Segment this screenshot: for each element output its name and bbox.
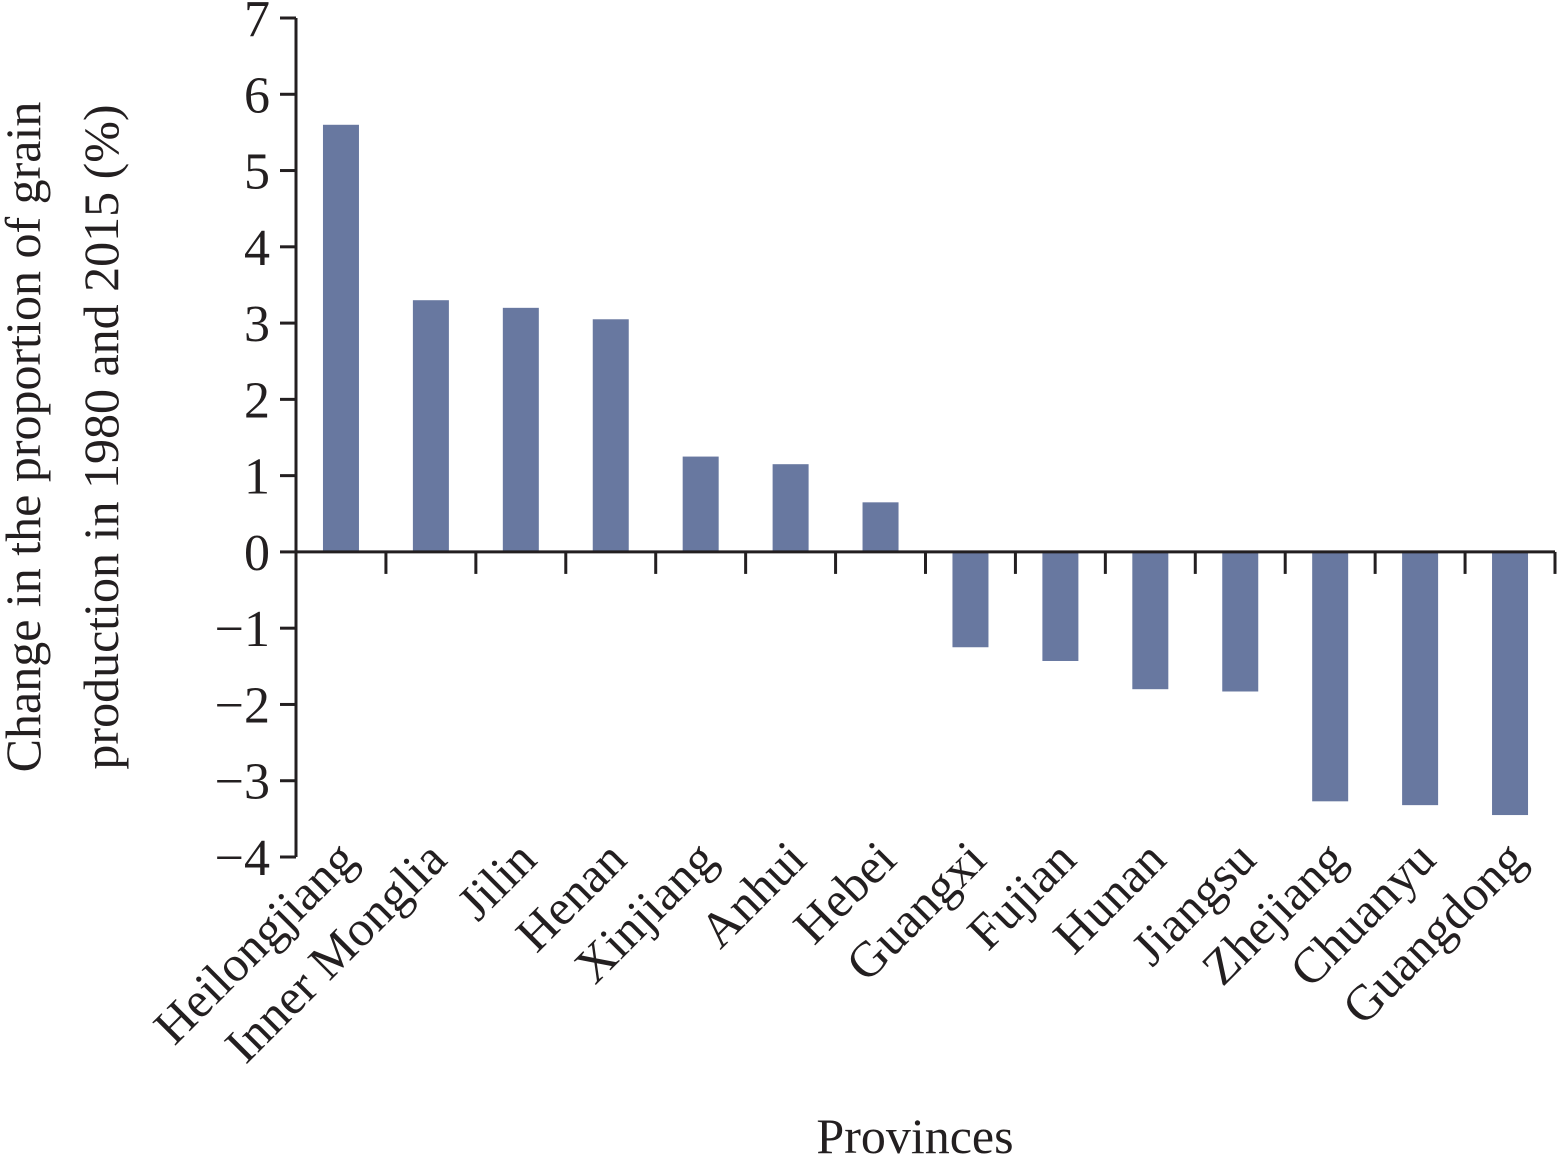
y-tick-label: −3 — [215, 754, 270, 811]
y-axis-title-line-1: Change in the proportion of grain — [0, 102, 51, 773]
y-axis-title: Change in the proportion of grain produc… — [0, 102, 129, 773]
bar — [1492, 551, 1529, 816]
bar — [862, 502, 899, 552]
y-tick-label: 1 — [244, 449, 270, 506]
y-tick-label: 7 — [244, 0, 270, 48]
bar — [1222, 551, 1259, 692]
bar — [502, 307, 539, 552]
y-tick-label: −4 — [215, 830, 270, 887]
x-axis — [296, 550, 1557, 574]
bars — [322, 124, 1529, 816]
y-tick-label: −1 — [215, 601, 270, 658]
y-axis: 7 6 5 4 3 2 1 0 −1 −2 −3 −4 — [215, 0, 298, 887]
bar — [1132, 551, 1169, 690]
bar — [772, 464, 809, 552]
y-tick-label: 5 — [244, 144, 270, 201]
y-tick-label: −2 — [215, 677, 270, 734]
bar — [1402, 551, 1439, 806]
y-tick-label: 3 — [244, 296, 270, 353]
bar — [592, 319, 629, 552]
bar — [1312, 551, 1349, 802]
bar — [322, 124, 359, 552]
bar — [682, 456, 719, 552]
bar — [412, 300, 449, 552]
y-tick-label: 2 — [244, 372, 270, 429]
x-axis-title: Provinces — [816, 1108, 1013, 1159]
y-axis-title-line-2: production in 1980 and 2015 (%) — [73, 104, 129, 769]
bar — [1042, 551, 1079, 661]
y-tick-label: 6 — [244, 67, 270, 124]
y-tick-label: 4 — [244, 220, 270, 277]
category-label: Anhui — [688, 830, 816, 958]
y-tick-label: 0 — [244, 525, 270, 582]
bar — [952, 551, 989, 648]
